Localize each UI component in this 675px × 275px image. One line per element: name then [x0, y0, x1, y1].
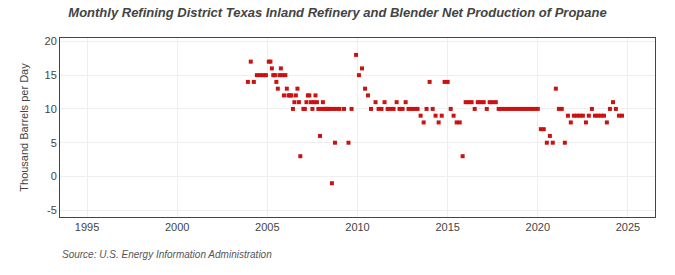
svg-text:Source: U.S. Energy Informatio: Source: U.S. Energy Information Administ…	[62, 249, 272, 260]
svg-text:20: 20	[45, 35, 57, 47]
svg-text:2025: 2025	[616, 221, 640, 233]
svg-text:2020: 2020	[526, 221, 550, 233]
svg-text:5: 5	[51, 137, 57, 149]
svg-text:-5: -5	[47, 204, 57, 216]
svg-text:Monthly Refining District Texa: Monthly Refining District Texas Inland R…	[68, 5, 606, 20]
svg-text:2015: 2015	[435, 221, 459, 233]
svg-text:10: 10	[45, 103, 57, 115]
svg-text:1995: 1995	[75, 221, 99, 233]
svg-text:2010: 2010	[345, 221, 369, 233]
svg-text:15: 15	[45, 69, 57, 81]
svg-text:0: 0	[51, 170, 57, 182]
svg-text:2000: 2000	[165, 221, 189, 233]
svg-text:Thousand Barrels per Day: Thousand Barrels per Day	[18, 63, 30, 192]
svg-text:2005: 2005	[255, 221, 279, 233]
